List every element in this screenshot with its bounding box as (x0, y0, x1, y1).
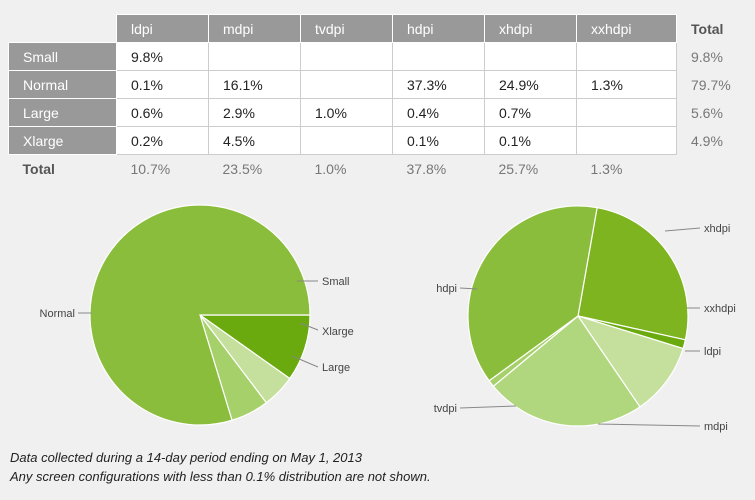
leader-line-large (291, 355, 319, 368)
distribution-threshold-note: Any screen configurations with less than… (10, 469, 431, 484)
table-cell (392, 42, 485, 71)
table-row: Xlarge 0.2% 4.5% 0.1% 0.1% 4.9% (8, 126, 747, 155)
leader-line-mdpi (597, 423, 701, 427)
slice-label-tvdpi: tvdpi (434, 403, 457, 415)
slice-label-large: Large (322, 362, 350, 374)
column-total: 23.5% (222, 160, 263, 177)
table-cell: 24.9% (484, 70, 577, 99)
table-cell: 0.1% (116, 70, 209, 99)
row-header-large: Large (8, 98, 117, 127)
table-cell: 2.9% (208, 98, 301, 127)
empty-cell (677, 155, 747, 183)
col-header-tvdpi: tvdpi (300, 14, 393, 43)
col-header-mdpi: mdpi (208, 14, 301, 43)
table-cell (300, 70, 393, 99)
col-header-xxhdpi: xxhdpi (576, 14, 677, 43)
table-cell: 37.3% (392, 70, 485, 99)
table-row: Normal 0.1% 16.1% 37.3% 24.9% 1.3% 79.7% (8, 70, 747, 99)
row-header-small: Small (8, 42, 117, 71)
pie-slice-hdpi (467, 205, 598, 382)
pie-slice-normal (89, 204, 311, 426)
leader-line-hdpi (459, 287, 478, 290)
table-cell: 0.1% (484, 126, 577, 155)
screen-size-pie-chart: Small Xlarge Large Normal (40, 204, 354, 426)
column-total: 10.7% (130, 160, 171, 177)
row-header-xlarge: Xlarge (8, 126, 117, 155)
table-cell (208, 42, 301, 71)
header-row: ldpi mdpi tvdpi hdpi xhdpi xxhdpi Total (8, 14, 747, 43)
table-cell: 9.8% (116, 42, 209, 71)
leader-line-xlarge (299, 322, 319, 331)
table-cell: 0.6% (116, 98, 209, 127)
pie-slice-ldpi (576, 314, 684, 408)
column-total: 37.8% (406, 160, 447, 177)
col-header-xhdpi: xhdpi (484, 14, 577, 43)
col-header-hdpi: hdpi (392, 14, 485, 43)
data-collection-note: Data collected during a 14-day period en… (10, 450, 362, 465)
col-header-total: Total (691, 20, 724, 37)
screen-density-pie-chart: xhdpi xxhdpi ldpi mdpi tvdpi hdpi (434, 205, 736, 433)
table-cell: 16.1% (208, 70, 301, 99)
row-total: 5.6% (691, 104, 723, 121)
row-total: 79.7% (691, 76, 731, 93)
table-cell: 4.5% (208, 126, 301, 155)
slice-label-xxhdpi: xxhdpi (704, 303, 736, 315)
row-total: 9.8% (691, 48, 723, 65)
column-total: 1.0% (314, 160, 347, 177)
row-header-normal: Normal (8, 70, 117, 99)
distribution-table: ldpi mdpi tvdpi hdpi xhdpi xxhdpi Total … (8, 14, 747, 183)
table-cell: 0.2% (116, 126, 209, 155)
slice-label-ldpi: ldpi (704, 346, 721, 358)
table-corner (8, 14, 117, 43)
totals-row: Total 10.7% 23.5% 1.0% 37.8% 25.7% 1.3% (9, 155, 747, 183)
table-cell (300, 42, 393, 71)
slice-label-xhdpi: xhdpi (704, 223, 730, 235)
table-cell (484, 42, 577, 71)
table-cell (576, 126, 677, 155)
leader-line-tvdpi (459, 405, 517, 409)
slice-label-normal: Normal (40, 308, 75, 320)
table-cell (300, 126, 393, 155)
table-row: Large 0.6% 2.9% 1.0% 0.4% 0.7% 5.6% (8, 98, 747, 127)
table-cell (576, 42, 677, 71)
table-cell (576, 98, 677, 127)
table-cell: 1.0% (300, 98, 393, 127)
table-cell: 0.1% (392, 126, 485, 155)
slice-label-xlarge: Xlarge (322, 326, 354, 338)
row-header-total: Total (22, 160, 55, 177)
pie-slice-xhdpi (577, 206, 689, 341)
pie-slice-mdpi (492, 315, 641, 427)
slice-label-mdpi: mdpi (704, 421, 728, 433)
col-header-ldpi: ldpi (116, 14, 209, 43)
column-total: 25.7% (498, 160, 539, 177)
slice-label-hdpi: hdpi (436, 283, 457, 295)
table-cell: 0.4% (392, 98, 485, 127)
table-cell: 0.7% (484, 98, 577, 127)
column-total: 1.3% (590, 160, 623, 177)
row-total: 4.9% (691, 132, 723, 149)
table-cell: 1.3% (576, 70, 677, 99)
leader-line-xhdpi (664, 227, 701, 232)
slice-label-small: Small (322, 276, 350, 288)
table-row: Small 9.8% 9.8% (8, 42, 747, 71)
